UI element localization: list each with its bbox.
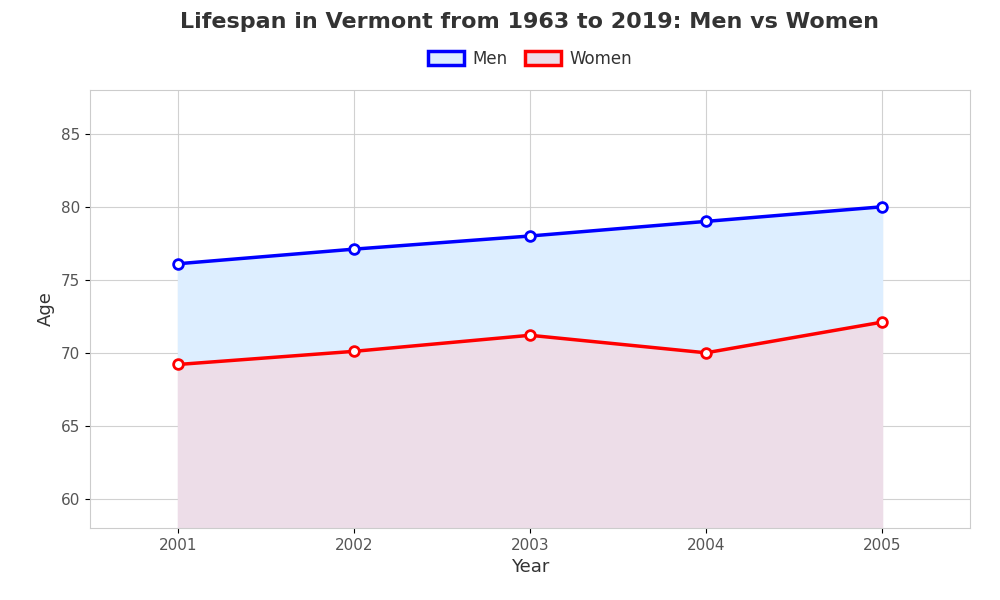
Y-axis label: Age: Age [37, 292, 55, 326]
Title: Lifespan in Vermont from 1963 to 2019: Men vs Women: Lifespan in Vermont from 1963 to 2019: M… [180, 11, 880, 31]
Legend: Men, Women: Men, Women [419, 41, 641, 76]
X-axis label: Year: Year [511, 558, 549, 576]
